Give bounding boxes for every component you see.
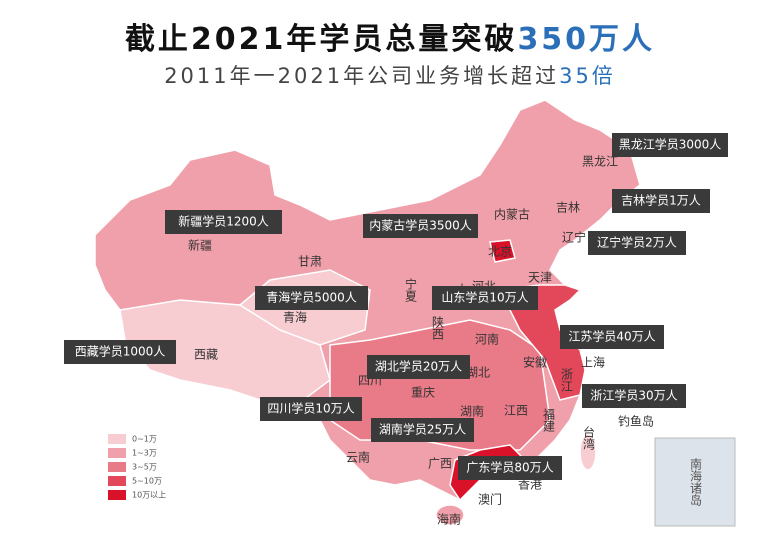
callout-label: 西藏学员1000人 <box>75 344 166 359</box>
province-label: 福建 <box>542 407 556 433</box>
callout-label: 广东学员80万人 <box>466 460 553 475</box>
legend-label: 3~5万 <box>132 463 157 472</box>
province-label: 湖南 <box>460 404 484 419</box>
callout-box <box>458 456 562 480</box>
province-label: 新疆 <box>188 238 212 253</box>
callout-label: 黑龙江学员3000人 <box>619 137 722 152</box>
province-label: 澳门 <box>478 492 502 507</box>
callout-box <box>64 340 176 364</box>
callout-box <box>612 189 710 213</box>
callout-box <box>588 231 686 255</box>
province-label: 内蒙古 <box>494 207 530 222</box>
legend-swatch <box>108 476 126 486</box>
province-label: 河南 <box>475 332 499 347</box>
province-label: 青海 <box>283 310 307 325</box>
province-label: 重庆 <box>411 386 435 400</box>
subtitle: 2011年一2021年公司业务增长超过35倍 <box>164 64 616 88</box>
callout-box <box>612 133 728 157</box>
xizang-region <box>119 299 331 411</box>
province-label: 辽宁 <box>562 230 586 245</box>
subtitle-main: 2011年一2021年公司业务增长超过 <box>164 64 559 88</box>
province-label: 香港 <box>518 478 542 492</box>
callout-box <box>371 418 474 442</box>
legend-swatch <box>108 462 126 472</box>
province-label: 天津 <box>528 271 552 285</box>
legend-label: 0~1万 <box>132 435 157 444</box>
callout-label: 山东学员10万人 <box>441 290 528 305</box>
legend-label: 5~10万 <box>132 477 162 486</box>
callout-label: 新疆学员1200人 <box>178 214 269 229</box>
province-label: 甘肃 <box>298 255 322 269</box>
callout-label: 浙江学员30万人 <box>590 388 677 403</box>
legend-label: 1~3万 <box>132 449 157 458</box>
province-label: 浙江 <box>560 368 574 392</box>
province-label: 北京 <box>488 245 512 259</box>
callout-label: 辽宁学员2万人 <box>597 235 677 250</box>
hainan-island <box>435 504 465 526</box>
province-label: 上海 <box>581 355 605 370</box>
callout-label: 内蒙古学员3500人 <box>369 218 472 233</box>
callout-box <box>165 210 282 234</box>
callout-box <box>432 286 538 310</box>
province-label: 吉林 <box>556 201 580 215</box>
callout-label: 江苏学员40万人 <box>568 329 655 344</box>
province-label: 钓鱼岛 <box>618 414 654 429</box>
taiwan-island <box>579 433 597 471</box>
subtitle-highlight: 35倍 <box>559 64 616 88</box>
title: 截止2021年学员总量突破350万人 <box>125 22 655 57</box>
south-sea-inset <box>654 437 736 527</box>
province-label: 海南 <box>437 512 461 527</box>
central-region <box>329 319 551 451</box>
province-label: 宁夏 <box>404 277 418 302</box>
province-label: 广西 <box>428 457 452 471</box>
province-label: 江西 <box>504 404 528 418</box>
callout-label: 青海学员5000人 <box>266 290 357 305</box>
legend-swatch <box>108 434 126 444</box>
province-label: 西藏 <box>194 348 218 362</box>
beijing-region <box>489 239 516 263</box>
title-highlight: 350万人 <box>517 22 655 57</box>
province-label: 安徽 <box>523 355 547 370</box>
callout-box <box>560 325 664 349</box>
inset-label: 南海诸岛 <box>689 457 703 507</box>
province-label: 云南 <box>346 450 370 465</box>
callout-box <box>363 214 478 238</box>
legend-label: 10万以上 <box>132 491 166 500</box>
title-main: 截止2021年学员总量突破 <box>125 22 518 57</box>
province-label: 陕西 <box>431 315 445 340</box>
callout-box <box>260 397 362 421</box>
province-label: 台湾 <box>582 425 596 451</box>
callout-box <box>255 286 368 310</box>
callout-box <box>367 355 470 379</box>
legend-swatch <box>108 448 126 458</box>
callout-label: 四川学员10万人 <box>267 401 354 416</box>
callout-label: 湖南学员25万人 <box>379 422 466 437</box>
callout-label: 湖北学员20万人 <box>375 359 462 374</box>
callout-label: 吉林学员1万人 <box>621 193 701 208</box>
province-label: 黑龙江 <box>582 155 618 169</box>
callout-box <box>582 384 686 408</box>
province-label: 湖北 <box>466 365 490 380</box>
legend-swatch <box>108 490 126 500</box>
